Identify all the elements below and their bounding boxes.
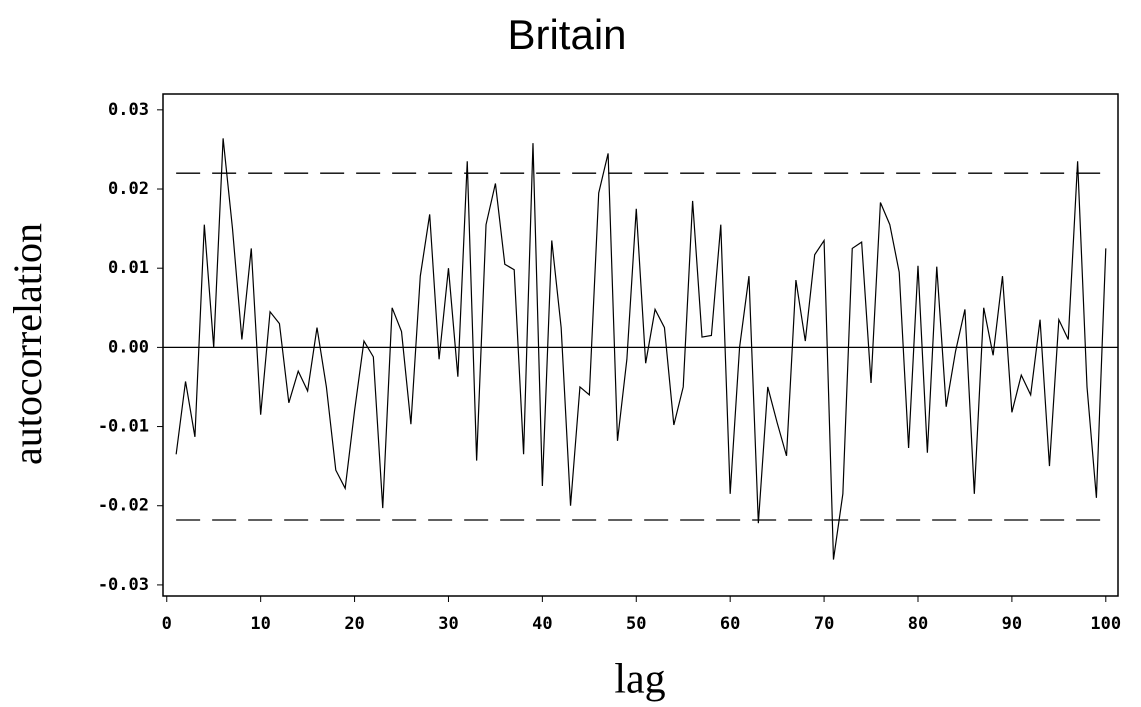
y-tick-label: 0.01 — [108, 258, 149, 278]
x-tick-label: 70 — [814, 614, 834, 634]
x-tick-label: 50 — [626, 614, 646, 634]
y-tick-label: -0.02 — [98, 496, 149, 516]
y-tick-label: 0.02 — [108, 179, 149, 199]
x-tick-label: 90 — [1002, 614, 1022, 634]
x-tick-label: 0 — [162, 614, 172, 634]
y-axis-label: autocorrelation — [5, 223, 50, 465]
x-axis-label: lag — [614, 657, 665, 703]
y-tick-label: -0.01 — [98, 417, 149, 437]
y-tick-label: 0.00 — [108, 337, 149, 357]
x-tick-label: 100 — [1090, 614, 1121, 634]
x-tick-label: 20 — [344, 614, 364, 634]
y-tick-label: 0.03 — [108, 100, 149, 120]
chart-title: Britain — [507, 11, 626, 58]
x-tick-label: 60 — [720, 614, 740, 634]
data-line — [175, 138, 1107, 560]
x-tick-label: 30 — [438, 614, 458, 634]
x-tick-label: 80 — [908, 614, 928, 634]
x-tick-label: 40 — [532, 614, 552, 634]
x-tick-label: 10 — [250, 614, 270, 634]
y-tick-label: -0.03 — [98, 575, 149, 595]
plot-frame — [162, 93, 1119, 597]
